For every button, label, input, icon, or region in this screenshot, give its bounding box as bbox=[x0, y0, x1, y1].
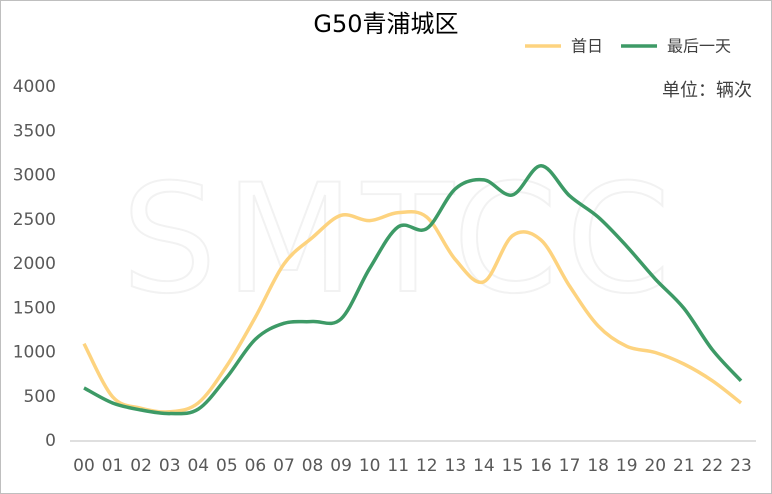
series-line bbox=[82, 209, 743, 414]
x-tick-label: 17 bbox=[559, 456, 581, 476]
chart-title: G50青浦城区 bbox=[313, 10, 458, 38]
x-tick-label: 06 bbox=[245, 456, 267, 476]
y-tick-label: 4000 bbox=[13, 77, 56, 97]
unit-label: 单位：辆次 bbox=[662, 80, 752, 101]
x-tick-label: 11 bbox=[387, 456, 409, 476]
y-tick-label: 2500 bbox=[13, 210, 56, 230]
x-tick-label: 05 bbox=[216, 456, 238, 476]
series-line bbox=[83, 164, 743, 416]
x-tick-label: 13 bbox=[445, 456, 467, 476]
x-tick-label: 23 bbox=[730, 456, 752, 476]
x-tick-label: 00 bbox=[73, 456, 95, 476]
x-tick-label: 16 bbox=[530, 456, 552, 476]
x-tick-label: 04 bbox=[187, 456, 209, 476]
x-tick-label: 02 bbox=[130, 456, 152, 476]
y-tick-label: 1500 bbox=[13, 298, 56, 318]
y-tick-label: 3000 bbox=[13, 166, 56, 186]
x-tick-label: 20 bbox=[644, 456, 666, 476]
x-tick-label: 19 bbox=[616, 456, 638, 476]
legend-label: 最后一天 bbox=[667, 37, 731, 56]
y-tick-label: 500 bbox=[24, 387, 56, 407]
y-tick-label: 3500 bbox=[13, 121, 56, 141]
x-tick-label: 08 bbox=[302, 456, 324, 476]
x-tick-label: 22 bbox=[702, 456, 724, 476]
x-tick-label: 01 bbox=[102, 456, 124, 476]
x-tick-label: 07 bbox=[273, 456, 295, 476]
x-tick-label: 18 bbox=[587, 456, 609, 476]
y-tick-label: 0 bbox=[45, 431, 56, 451]
x-tick-label: 15 bbox=[502, 456, 524, 476]
legend-label: 首日 bbox=[571, 37, 603, 56]
x-tick-label: 21 bbox=[673, 456, 695, 476]
y-tick-label: 2000 bbox=[13, 254, 56, 274]
watermark: SMTCC bbox=[122, 153, 679, 327]
x-tick-label: 12 bbox=[416, 456, 438, 476]
x-tick-label: 03 bbox=[159, 456, 181, 476]
y-tick-label: 1000 bbox=[13, 343, 56, 363]
x-tick-label: 09 bbox=[330, 456, 352, 476]
x-tick-label: 10 bbox=[359, 456, 381, 476]
x-tick-label: 14 bbox=[473, 456, 495, 476]
